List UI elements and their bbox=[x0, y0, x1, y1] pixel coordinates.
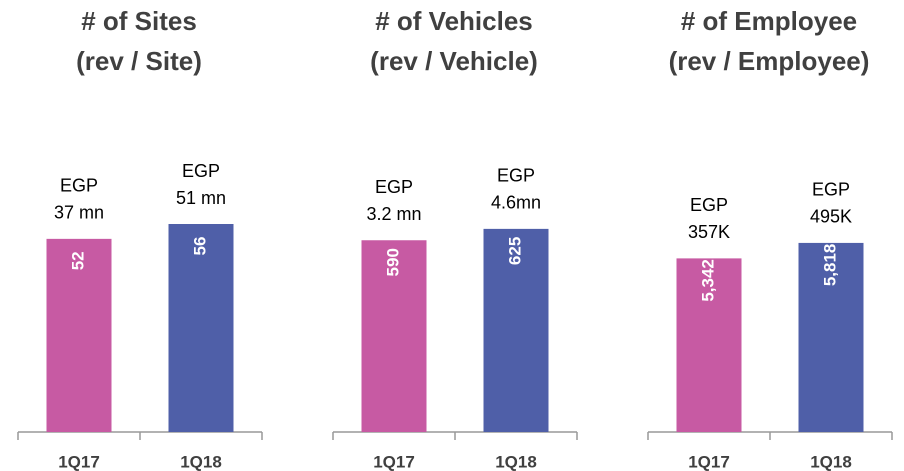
annotation: EGP bbox=[690, 195, 728, 215]
x-tick-label: 1Q18 bbox=[495, 452, 537, 471]
value-label: 590 bbox=[383, 248, 402, 276]
x-tick-label: 1Q18 bbox=[180, 452, 222, 471]
chart-subtitle: (rev / Site) bbox=[76, 46, 202, 76]
x-tick-label: 1Q17 bbox=[58, 452, 100, 471]
annotation: 4.6mn bbox=[491, 193, 541, 213]
x-tick-label: 1Q17 bbox=[688, 452, 730, 471]
annotation: 3.2 mn bbox=[366, 204, 421, 224]
value-label: 5,818 bbox=[820, 244, 839, 287]
value-label: 625 bbox=[505, 237, 524, 265]
bar bbox=[798, 242, 864, 432]
annotation: 357K bbox=[688, 222, 730, 242]
chart-subtitle: (rev / Employee) bbox=[669, 46, 870, 76]
annotation: 51 mn bbox=[176, 188, 226, 208]
annotation: 495K bbox=[810, 207, 852, 227]
value-label: 5,342 bbox=[698, 259, 717, 302]
annotation: EGP bbox=[182, 161, 220, 181]
bar bbox=[361, 240, 427, 432]
x-tick-label: 1Q18 bbox=[810, 452, 852, 471]
chart-title: # of Vehicles bbox=[375, 6, 533, 36]
chart-subtitle: (rev / Vehicle) bbox=[370, 46, 538, 76]
x-tick-label: 1Q17 bbox=[373, 452, 415, 471]
annotation: EGP bbox=[375, 177, 413, 197]
bar bbox=[46, 238, 112, 432]
annotation: EGP bbox=[60, 176, 98, 196]
value-label: 56 bbox=[190, 237, 209, 256]
chart-title: # of Sites bbox=[81, 6, 197, 36]
bar bbox=[483, 228, 549, 432]
annotation: EGP bbox=[497, 166, 535, 186]
bar bbox=[168, 224, 234, 432]
bar bbox=[676, 258, 742, 432]
chart-title: # of Employee bbox=[681, 6, 857, 36]
annotation: EGP bbox=[812, 180, 850, 200]
annotation: 37 mn bbox=[54, 203, 104, 223]
value-label: 52 bbox=[68, 251, 87, 270]
